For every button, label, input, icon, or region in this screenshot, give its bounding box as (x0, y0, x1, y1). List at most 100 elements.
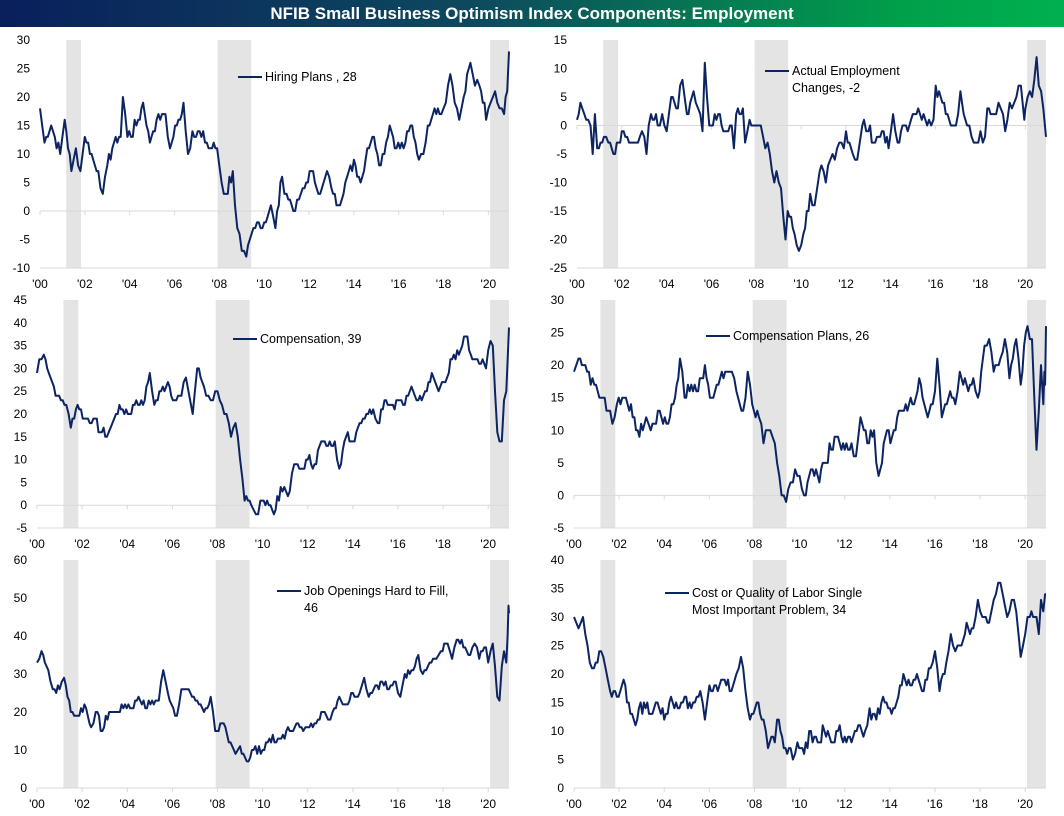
y-tick-label: 0 (560, 119, 567, 133)
y-tick-label: -10 (13, 261, 31, 275)
legend: Cost or Quality of Labor Single Most Impo… (665, 586, 862, 617)
y-tick-label: 45 (14, 293, 28, 307)
y-tick-label: -5 (553, 521, 564, 535)
x-tick-label: '12 (301, 277, 317, 291)
x-tick-label: '14 (346, 277, 362, 291)
x-tick-label: '12 (837, 797, 853, 811)
x-tick-label: '04 (119, 537, 135, 551)
series-line (576, 56, 1047, 252)
y-tick-label: 25 (551, 326, 565, 340)
legend: Actual Employment Changes, -2 (765, 64, 900, 95)
y-tick-label: -10 (550, 176, 568, 190)
y-tick-label: 5 (20, 475, 27, 489)
x-tick-label: '08 (747, 797, 763, 811)
y-tick-label: 20 (14, 407, 28, 421)
x-tick-label: '00 (32, 277, 48, 291)
x-tick-label: '20 (1017, 797, 1033, 811)
x-tick-label: '04 (659, 277, 675, 291)
recession-band (215, 560, 250, 788)
y-tick-label: 20 (551, 667, 565, 681)
x-tick-label: '06 (165, 797, 181, 811)
x-tick-label: '12 (837, 537, 853, 551)
x-tick-label: '04 (656, 537, 672, 551)
chart-panel-2: -25 -20 -15 -10 -5 0 5 10 15 '00 '02 '04 '06 '08 '10 '1… (550, 33, 1047, 291)
y-tick-label: -25 (550, 261, 568, 275)
chart-panel-1: -10 -5 0 5 10 15 20 25 30 '00 '02 '04 '06 '08 '10 '12 '1… (13, 33, 510, 291)
legend-label: Compensation Plans, 26 (733, 329, 869, 343)
x-tick-label: '18 (973, 277, 989, 291)
y-tick-label: 10 (14, 453, 28, 467)
x-tick-label: '16 (928, 277, 944, 291)
y-tick-label: 25 (17, 62, 31, 76)
legend: Job Openings Hard to Fill, 46 (277, 584, 449, 615)
x-tick-label: '06 (702, 797, 718, 811)
x-tick-label: '14 (882, 797, 898, 811)
y-tick-label: 0 (20, 498, 27, 512)
series-line (573, 325, 1047, 503)
x-tick-label: '06 (167, 277, 183, 291)
x-tick-label: '02 (614, 277, 630, 291)
y-tick-label: 15 (17, 119, 31, 133)
y-tick-label: -15 (550, 204, 568, 218)
legend-label: Job Openings Hard to Fill, (304, 584, 449, 598)
y-tick-label: 30 (551, 610, 565, 624)
y-tick-label: 10 (14, 743, 28, 757)
x-tick-label: '12 (300, 797, 316, 811)
x-tick-label: '20 (480, 537, 496, 551)
x-tick-label: '18 (972, 537, 988, 551)
chart-panel-3: -5 0 5 10 15 20 25 30 35 40 45 '00 '02 '04 '06 '08 '10 '1… (14, 293, 510, 551)
x-tick-label: '04 (119, 797, 135, 811)
x-tick-label: '02 (77, 277, 93, 291)
x-tick-label: '00 (29, 797, 45, 811)
x-tick-label: '06 (704, 277, 720, 291)
x-tick-label: '10 (256, 277, 272, 291)
y-tick-label: 10 (551, 423, 565, 437)
legend-label: Most Important Problem, 34 (692, 603, 846, 617)
x-tick-label: '08 (210, 797, 226, 811)
y-tick-label: 50 (14, 591, 28, 605)
series-line (573, 581, 1047, 761)
y-tick-label: 5 (557, 456, 564, 470)
x-tick-label: '14 (345, 537, 361, 551)
y-tick-label: 15 (14, 430, 28, 444)
x-tick-label: '06 (165, 537, 181, 551)
y-tick-label: 40 (14, 629, 28, 643)
recession-band (63, 560, 79, 788)
y-tick-label: 25 (551, 639, 565, 653)
legend: Compensation, 39 (233, 332, 362, 346)
recession-band (1027, 40, 1046, 268)
legend-label: Hiring Plans , 28 (265, 70, 357, 84)
y-tick-label: 20 (17, 90, 31, 104)
y-tick-label: 15 (554, 33, 568, 47)
y-tick-label: 0 (23, 204, 30, 218)
x-tick-label: '16 (927, 797, 943, 811)
legend: Hiring Plans , 28 (238, 70, 357, 84)
x-tick-label: '10 (792, 797, 808, 811)
recession-band (66, 40, 82, 268)
x-tick-label: '18 (435, 537, 451, 551)
x-tick-label: '02 (611, 537, 627, 551)
y-tick-label: 40 (14, 316, 28, 330)
recession-band (754, 40, 789, 268)
y-tick-label: 25 (14, 384, 28, 398)
chart-panel-5: 0 10 20 30 40 50 60 '00 '02 '04 '06 '08 '10 '12 '14 '16… (14, 553, 510, 811)
x-tick-label: '08 (212, 277, 228, 291)
y-tick-label: 30 (17, 33, 31, 47)
legend-label: Compensation, 39 (260, 332, 362, 346)
x-tick-label: '02 (74, 537, 90, 551)
x-tick-label: '12 (838, 277, 854, 291)
x-tick-label: '08 (210, 537, 226, 551)
x-tick-label: '00 (569, 277, 585, 291)
x-tick-label: '12 (300, 537, 316, 551)
chart-panel-6: 0 5 10 15 20 25 30 35 40 '00 '02 '04 '06 '08 '10 '12 '14… (551, 553, 1047, 811)
x-tick-label: '00 (566, 537, 582, 551)
chart-panel-4: -5 0 5 10 15 20 25 30 '00 '02 '04 '06 '08 '10 '12 '14 '1… (551, 293, 1047, 551)
legend-label: Actual Employment (792, 64, 900, 78)
x-tick-label: '14 (345, 797, 361, 811)
y-tick-label: 20 (14, 705, 28, 719)
recession-band (752, 560, 787, 788)
y-tick-label: 35 (551, 582, 565, 596)
series-line (39, 51, 510, 258)
recession-band (600, 300, 616, 528)
